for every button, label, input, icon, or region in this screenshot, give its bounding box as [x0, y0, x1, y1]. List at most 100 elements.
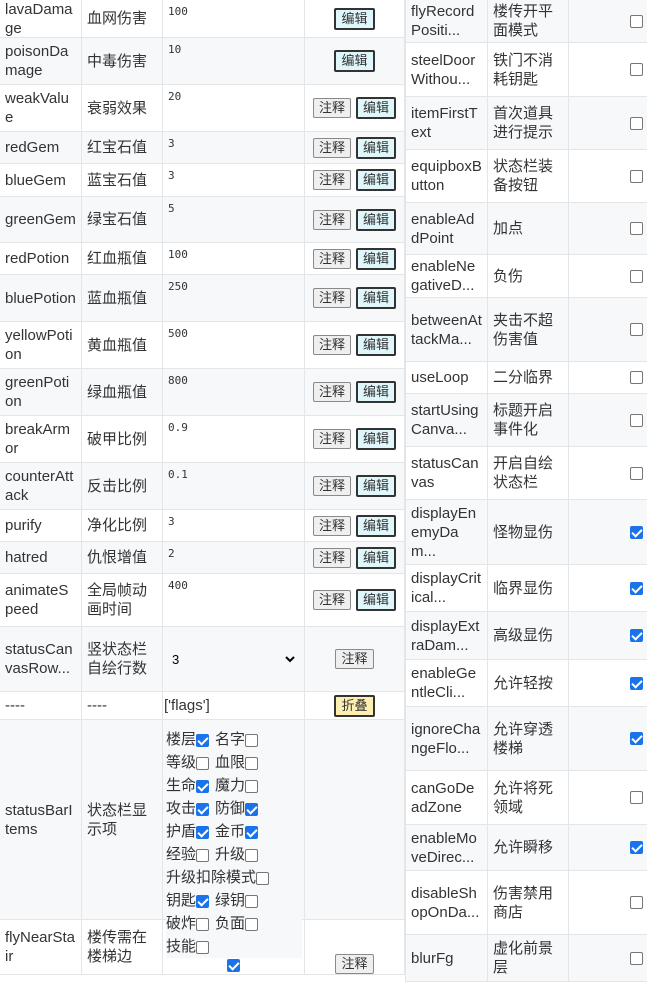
value-text[interactable]: 10: [168, 43, 182, 56]
checkbox[interactable]: [630, 169, 643, 183]
checkbox[interactable]: [630, 14, 643, 28]
status-item[interactable]: 护盾: [166, 820, 210, 843]
checkbox[interactable]: [245, 756, 259, 770]
checkbox[interactable]: [245, 894, 259, 908]
edit-button[interactable]: 编辑: [356, 97, 397, 119]
status-item[interactable]: 经验: [166, 843, 210, 866]
comment-button[interactable]: 注释: [312, 335, 351, 355]
value-text[interactable]: 400: [168, 579, 188, 592]
edit-button[interactable]: 编辑: [356, 247, 397, 270]
edit-button[interactable]: 编辑: [356, 169, 397, 191]
status-item[interactable]: 楼层: [166, 728, 210, 751]
comment-button[interactable]: 注释: [312, 137, 351, 158]
checkbox[interactable]: [245, 917, 259, 931]
status-item[interactable]: 升级扣除模式: [166, 866, 270, 889]
status-item[interactable]: 绿钥: [215, 889, 259, 912]
checkbox[interactable]: [196, 779, 210, 793]
comment-button[interactable]: 注释: [312, 429, 351, 449]
checkbox[interactable]: [630, 323, 643, 336]
checkbox[interactable]: [630, 951, 643, 965]
value-text[interactable]: 2: [168, 547, 175, 560]
edit-button[interactable]: 编辑: [356, 136, 397, 159]
checkbox[interactable]: [196, 756, 210, 770]
comment-button[interactable]: 注释: [312, 476, 351, 496]
edit-button[interactable]: 编辑: [356, 475, 397, 497]
value-text[interactable]: 0.1: [168, 468, 188, 481]
checkbox[interactable]: [630, 466, 643, 480]
checkbox[interactable]: [196, 894, 210, 908]
checkbox[interactable]: [256, 871, 270, 885]
checkbox[interactable]: [630, 791, 643, 804]
value-text[interactable]: 3: [168, 515, 175, 528]
checkbox[interactable]: [630, 269, 643, 283]
checkbox[interactable]: [630, 676, 643, 690]
value-text[interactable]: 800: [168, 374, 188, 387]
checkbox[interactable]: [245, 733, 259, 747]
status-item[interactable]: 攻击: [166, 797, 210, 820]
status-item[interactable]: 防御: [215, 797, 259, 820]
checkbox[interactable]: [196, 825, 210, 839]
edit-button[interactable]: 编辑: [334, 50, 375, 72]
row-count-select[interactable]: 3: [168, 650, 298, 668]
checkbox[interactable]: [227, 959, 240, 972]
edit-button[interactable]: 编辑: [356, 428, 397, 450]
edit-button[interactable]: 编辑: [356, 381, 397, 403]
checkbox[interactable]: [196, 802, 210, 816]
edit-button[interactable]: 编辑: [356, 546, 397, 569]
comment-button[interactable]: 注释: [312, 98, 351, 118]
checkbox[interactable]: [245, 825, 259, 839]
status-item[interactable]: 负面: [215, 912, 259, 935]
value-text[interactable]: 0.9: [168, 421, 188, 434]
status-item[interactable]: 等级: [166, 751, 210, 774]
checkbox[interactable]: [196, 917, 210, 931]
status-item[interactable]: 技能: [166, 935, 210, 958]
edit-button[interactable]: 编辑: [356, 589, 397, 611]
fold-button[interactable]: 折叠: [334, 694, 375, 717]
comment-button[interactable]: 注释: [312, 547, 351, 568]
checkbox[interactable]: [245, 779, 259, 793]
checkbox[interactable]: [630, 841, 643, 854]
value-text[interactable]: 20: [168, 90, 182, 103]
status-item[interactable]: 升级: [215, 843, 259, 866]
status-item[interactable]: 钥匙: [166, 889, 210, 912]
value-text[interactable]: 3: [168, 137, 175, 150]
comment-button[interactable]: 注释: [312, 382, 351, 402]
value-text[interactable]: 500: [168, 327, 188, 340]
checkbox[interactable]: [630, 222, 643, 235]
comment-button[interactable]: 注释: [312, 590, 351, 610]
comment-button[interactable]: 注释: [312, 209, 351, 230]
checkbox[interactable]: [196, 848, 210, 862]
comment-button[interactable]: 注释: [312, 288, 351, 308]
checkbox[interactable]: [630, 581, 643, 595]
checkbox[interactable]: [630, 371, 643, 384]
status-item[interactable]: 魔力: [215, 774, 259, 797]
status-item[interactable]: 名字: [215, 728, 259, 751]
checkbox[interactable]: [630, 63, 643, 76]
checkbox[interactable]: [245, 802, 259, 816]
edit-button[interactable]: 编辑: [356, 514, 397, 537]
checkbox[interactable]: [630, 413, 643, 427]
value-text[interactable]: 100: [168, 5, 188, 18]
value-text[interactable]: 3: [168, 169, 175, 182]
checkbox[interactable]: [630, 116, 643, 130]
edit-button[interactable]: 编辑: [334, 7, 375, 30]
comment-button[interactable]: 注释: [312, 170, 351, 190]
checkbox[interactable]: [630, 896, 643, 909]
comment-button[interactable]: 注释: [335, 649, 374, 669]
checkbox[interactable]: [630, 629, 643, 642]
edit-button[interactable]: 编辑: [356, 334, 397, 356]
comment-button[interactable]: 注释: [312, 248, 351, 269]
status-item[interactable]: 血限: [215, 751, 259, 774]
checkbox[interactable]: [630, 732, 643, 745]
comment-button[interactable]: 注释: [312, 515, 351, 536]
value-text[interactable]: 100: [168, 248, 188, 261]
value-text[interactable]: 5: [168, 202, 175, 215]
value-text[interactable]: 250: [168, 280, 188, 293]
status-item[interactable]: 破炸: [166, 912, 210, 935]
status-item[interactable]: 生命: [166, 774, 210, 797]
checkbox[interactable]: [630, 525, 643, 539]
checkbox[interactable]: [245, 848, 259, 862]
checkbox[interactable]: [196, 733, 210, 747]
edit-button[interactable]: 编辑: [356, 287, 397, 309]
edit-button[interactable]: 编辑: [356, 208, 397, 231]
